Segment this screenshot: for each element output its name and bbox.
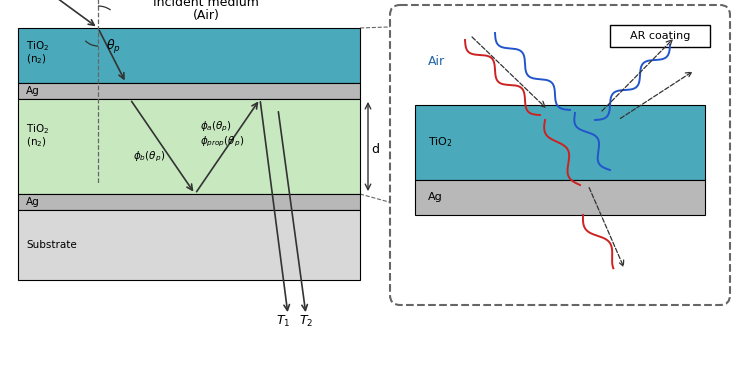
Text: Ag: Ag (428, 193, 443, 202)
Text: (n$_2$): (n$_2$) (26, 135, 47, 149)
Text: $\theta_p$: $\theta_p$ (106, 38, 121, 56)
Text: Incident medium: Incident medium (153, 0, 259, 10)
Text: d: d (371, 143, 379, 156)
Bar (18, 194, 360, 210)
Text: (Air): (Air) (192, 10, 219, 22)
FancyBboxPatch shape (390, 5, 730, 305)
Text: (n$_2$): (n$_2$) (26, 52, 47, 66)
Bar (18, 83, 360, 99)
Bar (610, 25, 710, 47)
Text: TiO$_2$: TiO$_2$ (26, 39, 49, 53)
Text: $T_1$: $T_1$ (276, 314, 290, 329)
Text: Air: Air (428, 55, 445, 68)
Bar (18, 99, 360, 194)
Text: $\theta_o$: $\theta_o$ (56, 0, 70, 2)
Text: Ag: Ag (26, 86, 40, 96)
Bar (18, 28, 360, 83)
Text: Ag: Ag (26, 197, 40, 207)
Bar (415, 180, 705, 215)
Text: TiO$_2$: TiO$_2$ (26, 122, 49, 136)
Text: $\phi_a(\theta_p)$: $\phi_a(\theta_p)$ (200, 119, 232, 134)
Text: AR coating: AR coating (630, 31, 690, 41)
Text: $T_2$: $T_2$ (299, 314, 313, 329)
Text: Substrate: Substrate (26, 240, 77, 250)
Text: $\phi_b(\theta_p)$: $\phi_b(\theta_p)$ (133, 149, 165, 164)
Text: TiO$_2$: TiO$_2$ (428, 135, 453, 149)
Bar (415, 105, 705, 180)
Text: $\phi_{prop}(\theta_p)$: $\phi_{prop}(\theta_p)$ (200, 134, 244, 149)
Bar (18, 210, 360, 280)
